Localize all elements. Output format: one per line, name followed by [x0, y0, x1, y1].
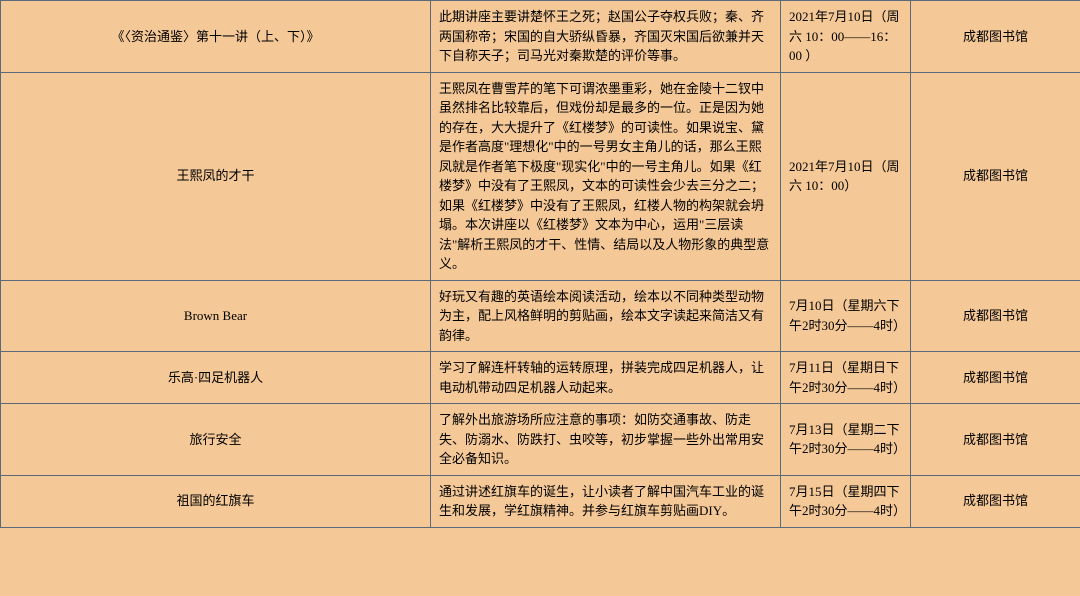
- table-row: 旅行安全 了解外出旅游场所应注意的事项：如防交通事故、防走失、防溺水、防跌打、虫…: [1, 404, 1080, 476]
- table-row: 王熙凤的才干 王熙凤在曹雪芹的笔下可谓浓墨重彩，她在金陵十二钗中虽然排名比较靠后…: [1, 72, 1080, 280]
- cell-title: 旅行安全: [1, 404, 431, 476]
- cell-location: 成都图书馆: [911, 404, 1080, 476]
- cell-time: 7月15日（星期四下午2时30分——4时）: [781, 475, 911, 527]
- cell-location: 成都图书馆: [911, 72, 1080, 280]
- cell-location: 成都图书馆: [911, 1, 1080, 73]
- table-body: 《〈资治通鉴〉第十一讲（上、下）》 此期讲座主要讲楚怀王之死；赵国公子夺权兵败；…: [1, 1, 1080, 528]
- cell-description: 了解外出旅游场所应注意的事项：如防交通事故、防走失、防溺水、防跌打、虫咬等，初步…: [431, 404, 781, 476]
- cell-time: 7月11日（星期日下午2时30分——4时）: [781, 352, 911, 404]
- cell-title: 王熙凤的才干: [1, 72, 431, 280]
- cell-title: Brown Bear: [1, 280, 431, 352]
- cell-time: 7月13日（星期二下午2时30分——4时）: [781, 404, 911, 476]
- cell-time: 7月10日（星期六下午2时30分——4时）: [781, 280, 911, 352]
- cell-time: 2021年7月10日（周六 10：00——16：00 ）: [781, 1, 911, 73]
- table-row: 祖国的红旗车 通过讲述红旗车的诞生，让小读者了解中国汽车工业的诞生和发展，学红旗…: [1, 475, 1080, 527]
- table-row: 《〈资治通鉴〉第十一讲（上、下）》 此期讲座主要讲楚怀王之死；赵国公子夺权兵败；…: [1, 1, 1080, 73]
- cell-description: 此期讲座主要讲楚怀王之死；赵国公子夺权兵败；秦、齐两国称帝；宋国的自大骄纵昏暴，…: [431, 1, 781, 73]
- cell-description: 好玩又有趣的英语绘本阅读活动，绘本以不同种类型动物为主，配上风格鲜明的剪贴画，绘…: [431, 280, 781, 352]
- cell-description: 王熙凤在曹雪芹的笔下可谓浓墨重彩，她在金陵十二钗中虽然排名比较靠后，但戏份却是最…: [431, 72, 781, 280]
- cell-title: 祖国的红旗车: [1, 475, 431, 527]
- cell-description: 通过讲述红旗车的诞生，让小读者了解中国汽车工业的诞生和发展，学红旗精神。并参与红…: [431, 475, 781, 527]
- cell-location: 成都图书馆: [911, 352, 1080, 404]
- cell-location: 成都图书馆: [911, 475, 1080, 527]
- cell-title: 乐高·四足机器人: [1, 352, 431, 404]
- table-row: 乐高·四足机器人 学习了解连杆转轴的运转原理，拼装完成四足机器人，让电动机带动四…: [1, 352, 1080, 404]
- cell-description: 学习了解连杆转轴的运转原理，拼装完成四足机器人，让电动机带动四足机器人动起来。: [431, 352, 781, 404]
- cell-title: 《〈资治通鉴〉第十一讲（上、下）》: [1, 1, 431, 73]
- table-row: Brown Bear 好玩又有趣的英语绘本阅读活动，绘本以不同种类型动物为主，配…: [1, 280, 1080, 352]
- events-table: 《〈资治通鉴〉第十一讲（上、下）》 此期讲座主要讲楚怀王之死；赵国公子夺权兵败；…: [0, 0, 1080, 528]
- cell-location: 成都图书馆: [911, 280, 1080, 352]
- cell-time: 2021年7月10日（周六 10：00）: [781, 72, 911, 280]
